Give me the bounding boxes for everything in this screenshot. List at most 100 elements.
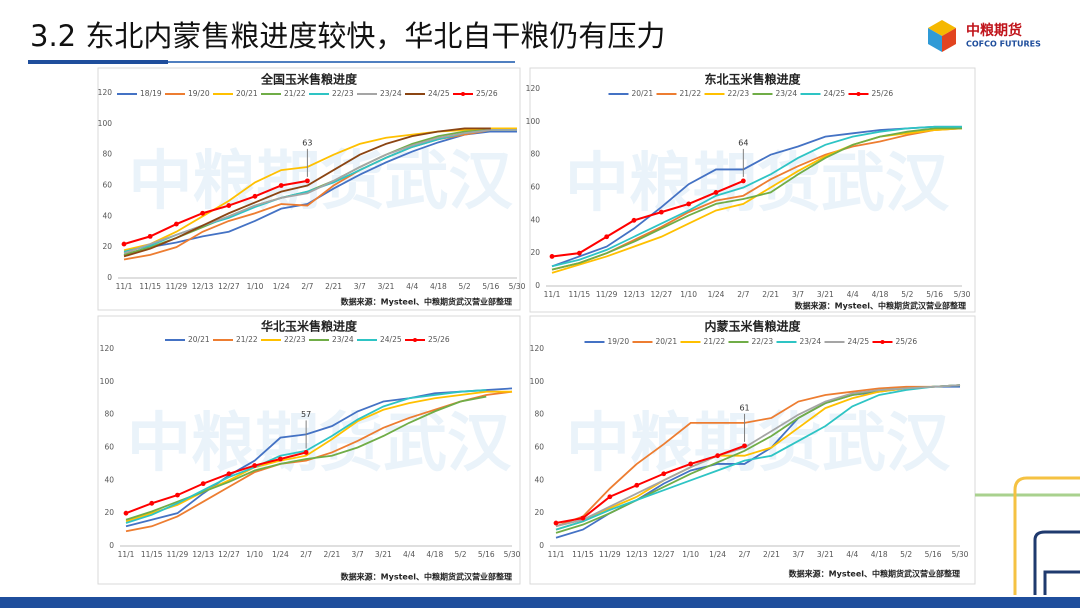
slide-title: 3.2 东北内蒙售粮进度较快，华北自干粮仍有压力 — [30, 19, 665, 53]
legend-label: 25/26 — [476, 89, 498, 98]
x-tick-label: 3/21 — [375, 550, 392, 559]
x-tick-label: 4/18 — [871, 550, 888, 559]
y-tick-label: 120 — [100, 344, 115, 353]
legend-label: 19/20 — [608, 337, 630, 346]
series-marker — [278, 456, 283, 462]
legend-label: 24/25 — [380, 335, 402, 344]
legend-label: 19/20 — [188, 89, 210, 98]
series-marker — [576, 250, 582, 256]
chart: 中粮期货武汉内蒙玉米售粮进度数据来源：Mysteel、中粮期货武汉营业部整理02… — [529, 315, 976, 585]
legend-label: 24/25 — [824, 89, 846, 98]
x-tick-label: 5/30 — [952, 550, 969, 559]
series-marker — [686, 201, 692, 207]
y-tick-label: 40 — [104, 475, 114, 484]
legend-label: 20/21 — [632, 89, 654, 98]
y-tick-label: 0 — [109, 541, 114, 550]
y-tick-label: 120 — [98, 88, 113, 97]
x-tick-label: 11/29 — [599, 550, 621, 559]
y-tick-label: 80 — [104, 410, 114, 419]
y-tick-label: 20 — [534, 508, 544, 517]
x-tick-label: 5/30 — [504, 550, 521, 559]
x-tick-label: 3/21 — [817, 550, 834, 559]
y-tick-label: 60 — [104, 443, 114, 452]
y-tick-label: 40 — [102, 211, 112, 220]
series-marker — [200, 481, 206, 487]
series-line — [555, 384, 961, 528]
x-tick-label: 2/7 — [737, 290, 749, 299]
x-tick-label: 5/16 — [925, 550, 942, 559]
y-tick-label: 20 — [530, 248, 540, 257]
x-tick-label: 3/7 — [792, 290, 804, 299]
y-tick-label: 100 — [98, 119, 113, 128]
y-tick-label: 60 — [534, 443, 544, 452]
series-marker — [123, 510, 129, 516]
x-tick-label: 5/16 — [482, 282, 499, 291]
y-tick-label: 0 — [535, 281, 540, 290]
x-tick-label: 11/15 — [139, 282, 161, 291]
x-tick-label: 11/15 — [572, 550, 594, 559]
x-tick-label: 5/16 — [926, 290, 943, 299]
x-tick-label: 11/29 — [167, 550, 189, 559]
legend-label: 22/23 — [728, 89, 750, 98]
legend-label: 21/22 — [284, 89, 306, 98]
series-marker — [175, 492, 180, 498]
legend-label: 22/23 — [752, 337, 774, 346]
legend-label: 22/23 — [284, 335, 306, 344]
title-underline — [168, 61, 515, 63]
series-marker — [740, 178, 746, 184]
chart-title: 全国玉米售粮进度 — [260, 72, 358, 87]
y-tick-label: 0 — [107, 273, 112, 282]
legend-label: 23/24 — [380, 89, 402, 98]
y-tick-label: 40 — [534, 475, 544, 484]
x-tick-label: 2/21 — [762, 290, 779, 299]
series-marker — [226, 471, 232, 477]
annotation: 57 — [301, 410, 311, 419]
x-tick-label: 12/27 — [651, 290, 673, 299]
x-tick-label: 3/7 — [352, 550, 364, 559]
logo: 中粮期货 COFCO FUTURES — [928, 20, 1041, 52]
annotation: 64 — [738, 138, 748, 147]
logo-text: 中粮期货 — [966, 22, 1022, 39]
legend-label: 24/25 — [848, 337, 870, 346]
legend-label: 20/21 — [188, 335, 210, 344]
x-tick-label: 2/7 — [738, 550, 750, 559]
watermark: 中粮期货武汉 — [129, 145, 514, 219]
series-marker — [252, 193, 258, 199]
legend-label: 25/26 — [896, 337, 918, 346]
series-marker — [661, 471, 667, 477]
series-marker — [604, 234, 610, 240]
x-tick-label: 2/7 — [301, 282, 313, 291]
series-line — [551, 127, 962, 271]
x-tick-label: 5/2 — [459, 282, 471, 291]
x-tick-label: 2/21 — [325, 282, 342, 291]
x-tick-label: 1/10 — [680, 290, 697, 299]
series-marker — [715, 453, 720, 459]
x-tick-label: 4/18 — [430, 282, 447, 291]
x-tick-label: 4/18 — [872, 290, 889, 299]
x-tick-label: 12/13 — [626, 550, 648, 559]
chart-title: 东北玉米售粮进度 — [704, 72, 801, 87]
series-line — [551, 180, 744, 258]
series-line — [125, 390, 512, 523]
chart-title: 内蒙玉米售粮进度 — [704, 319, 801, 334]
x-tick-label: 11/15 — [569, 290, 591, 299]
annotation: 63 — [302, 138, 312, 147]
x-tick-label: 3/7 — [792, 550, 804, 559]
x-tick-label: 11/1 — [118, 550, 135, 559]
x-tick-label: 1/24 — [272, 550, 289, 559]
x-tick-label: 5/2 — [900, 550, 912, 559]
source: 数据来源：Mysteel、中粮期货武汉营业部整理 — [795, 301, 966, 311]
y-tick-label: 40 — [530, 215, 540, 224]
y-tick-label: 100 — [100, 377, 115, 386]
series-marker — [553, 520, 559, 526]
series-line — [555, 384, 961, 528]
legend-marker — [413, 338, 417, 342]
series-marker — [278, 183, 284, 188]
source: 数据来源：Mysteel、中粮期货武汉营业部整理 — [341, 572, 512, 582]
chart-title: 华北玉米售粮进度 — [261, 319, 358, 334]
x-tick-label: 4/4 — [403, 550, 415, 559]
watermark: 中粮期货武汉 — [565, 147, 950, 221]
x-tick-label: 2/21 — [323, 550, 340, 559]
x-tick-label: 11/29 — [166, 282, 188, 291]
